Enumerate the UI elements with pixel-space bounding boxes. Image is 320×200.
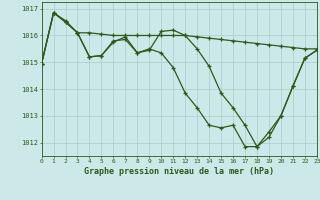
X-axis label: Graphe pression niveau de la mer (hPa): Graphe pression niveau de la mer (hPa) [84,167,274,176]
